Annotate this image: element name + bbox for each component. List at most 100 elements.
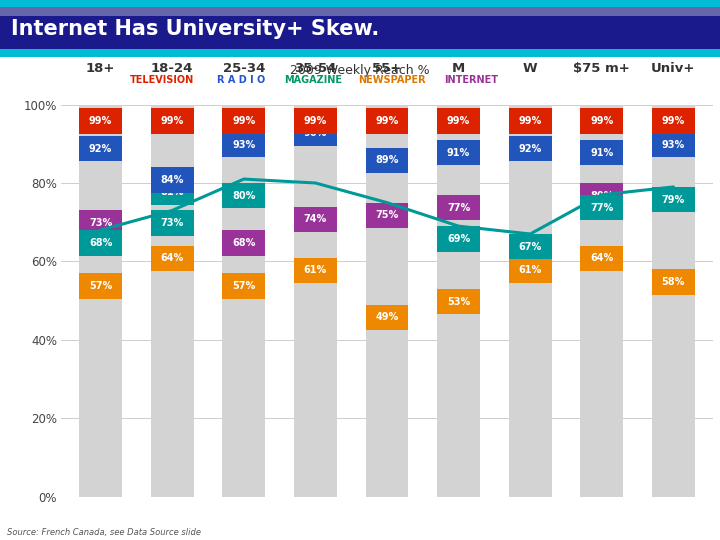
- Text: 64%: 64%: [161, 253, 184, 264]
- Bar: [509, 234, 552, 260]
- Bar: [366, 147, 408, 173]
- Bar: [79, 273, 122, 299]
- Text: 73%: 73%: [89, 218, 112, 228]
- Bar: [580, 183, 624, 208]
- Bar: [150, 211, 194, 236]
- Bar: [0, 49, 720, 57]
- Bar: [580, 109, 624, 134]
- Text: 99%: 99%: [662, 116, 685, 126]
- Text: 74%: 74%: [304, 214, 327, 224]
- Bar: [652, 132, 695, 158]
- Bar: [652, 187, 695, 212]
- Text: 75%: 75%: [375, 211, 399, 220]
- Text: Source: French Canada, see Data Source slide: Source: French Canada, see Data Source s…: [7, 528, 201, 537]
- Text: 92%: 92%: [89, 144, 112, 154]
- Text: 57%: 57%: [232, 281, 256, 291]
- Text: 49%: 49%: [375, 312, 399, 322]
- Bar: [437, 226, 480, 252]
- Bar: [437, 105, 480, 497]
- Bar: [652, 187, 695, 212]
- Text: 99%: 99%: [447, 116, 470, 126]
- Text: 61%: 61%: [518, 265, 542, 275]
- Text: 79%: 79%: [662, 194, 685, 205]
- Text: 68%: 68%: [232, 238, 256, 248]
- Text: 99%: 99%: [590, 116, 613, 126]
- Text: 96%: 96%: [304, 128, 327, 138]
- Text: 77%: 77%: [447, 202, 470, 213]
- Bar: [652, 105, 695, 497]
- Bar: [150, 167, 194, 193]
- Bar: [294, 105, 337, 497]
- Text: 81%: 81%: [161, 187, 184, 197]
- Text: MAGAZINE: MAGAZINE: [284, 75, 342, 85]
- Bar: [79, 105, 122, 497]
- Bar: [222, 105, 265, 497]
- Bar: [294, 206, 337, 232]
- Bar: [222, 230, 265, 255]
- Text: 73%: 73%: [161, 218, 184, 228]
- Bar: [222, 109, 265, 134]
- Bar: [150, 211, 194, 236]
- Text: 53%: 53%: [447, 296, 470, 307]
- Bar: [150, 105, 194, 497]
- Text: 99%: 99%: [518, 116, 542, 126]
- Bar: [509, 136, 552, 161]
- Bar: [366, 109, 408, 134]
- Text: 99%: 99%: [232, 116, 256, 126]
- Bar: [150, 246, 194, 271]
- Bar: [580, 105, 624, 497]
- Bar: [437, 109, 480, 134]
- Text: 57%: 57%: [89, 281, 112, 291]
- Text: 99%: 99%: [304, 116, 327, 126]
- Bar: [222, 132, 265, 158]
- Bar: [580, 195, 624, 220]
- Text: 73%: 73%: [161, 218, 184, 228]
- Text: 67%: 67%: [518, 242, 542, 252]
- Bar: [580, 246, 624, 271]
- Bar: [79, 136, 122, 161]
- Text: 69%: 69%: [447, 234, 470, 244]
- Bar: [294, 258, 337, 283]
- Bar: [222, 273, 265, 299]
- Text: Internet Has University+ Skew.: Internet Has University+ Skew.: [11, 19, 379, 39]
- Text: 67%: 67%: [518, 242, 542, 252]
- Bar: [509, 258, 552, 283]
- Text: 99%: 99%: [375, 116, 399, 126]
- Text: 91%: 91%: [590, 147, 613, 158]
- Text: 99%: 99%: [89, 116, 112, 126]
- Bar: [437, 140, 480, 165]
- Bar: [0, 7, 720, 16]
- Bar: [652, 109, 695, 134]
- Bar: [437, 289, 480, 314]
- Text: 93%: 93%: [232, 140, 256, 150]
- Bar: [366, 105, 408, 497]
- Text: 91%: 91%: [447, 147, 470, 158]
- Text: 68%: 68%: [89, 238, 112, 248]
- Bar: [150, 179, 194, 205]
- Bar: [294, 109, 337, 134]
- Bar: [366, 202, 408, 228]
- Bar: [580, 140, 624, 165]
- Bar: [79, 109, 122, 134]
- Bar: [652, 269, 695, 295]
- Bar: [79, 211, 122, 236]
- Text: 58%: 58%: [662, 277, 685, 287]
- Text: 93%: 93%: [662, 140, 685, 150]
- Bar: [222, 183, 265, 208]
- Text: TELEVISION: TELEVISION: [130, 75, 194, 85]
- Text: 89%: 89%: [375, 156, 399, 165]
- Bar: [294, 120, 337, 146]
- Text: 64%: 64%: [590, 253, 613, 264]
- Text: R A D I O: R A D I O: [217, 75, 266, 85]
- Text: 61%: 61%: [304, 265, 327, 275]
- Bar: [0, 0, 720, 7]
- Bar: [150, 109, 194, 134]
- Bar: [509, 105, 552, 497]
- Text: 2009 Weekly Reach %: 2009 Weekly Reach %: [290, 64, 430, 77]
- Text: 80%: 80%: [590, 191, 613, 201]
- Text: 99%: 99%: [161, 116, 184, 126]
- Text: 77%: 77%: [590, 202, 613, 213]
- Bar: [437, 195, 480, 220]
- Bar: [509, 109, 552, 134]
- Text: INTERNET: INTERNET: [445, 75, 498, 85]
